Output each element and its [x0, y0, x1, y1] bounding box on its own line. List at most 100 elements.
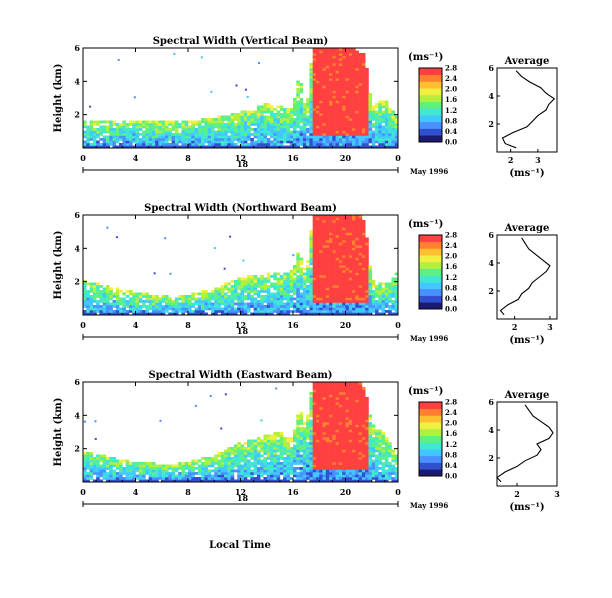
heatmap-cell	[302, 452, 307, 455]
heatmap-cell	[155, 474, 159, 478]
heatmap-cell	[263, 297, 268, 301]
heatmap-cell	[286, 444, 291, 448]
heatmap-cell	[358, 230, 363, 233]
heatmap-cell	[348, 128, 353, 131]
heatmap-cell	[325, 252, 330, 256]
heatmap-cell	[142, 300, 146, 303]
heatmap-cell	[105, 310, 110, 313]
heatmap-cell	[181, 300, 186, 303]
heatmap-cell	[178, 123, 182, 126]
heatmap-cell	[256, 449, 261, 453]
colorbar-swatch	[419, 255, 442, 263]
heatmap-cell	[322, 262, 327, 266]
heatmap-cell	[89, 143, 94, 146]
heatmap-cell	[355, 83, 359, 86]
heatmap-cell	[105, 477, 110, 480]
heatmap-cell	[188, 125, 192, 129]
heatmap-cell	[148, 120, 153, 124]
heatmap-cell	[286, 474, 291, 478]
heatmap-cell	[309, 235, 313, 238]
heatmap-cell	[309, 452, 313, 455]
heatmap-cell	[361, 402, 366, 405]
heatmap-cell	[112, 479, 117, 483]
heatmap-cell	[361, 95, 366, 99]
heatmap-cell	[365, 305, 369, 308]
heatmap-cell	[165, 479, 169, 483]
heatmap-cell	[227, 282, 231, 286]
heatmap-cell	[325, 394, 330, 398]
heatmap-cell	[329, 222, 333, 226]
heatmap-cell	[250, 285, 254, 288]
heatmap-cell	[256, 457, 261, 460]
heatmap-cell	[286, 292, 291, 296]
heatmap-cell	[96, 472, 100, 475]
heatmap-cell	[342, 235, 346, 238]
heatmap-cell	[352, 105, 356, 109]
heatmap-cell	[105, 140, 110, 144]
heatmap-cell	[92, 305, 97, 308]
heatmap-cell	[329, 255, 333, 258]
heatmap-cell	[335, 472, 340, 475]
heatmap-cell	[125, 135, 130, 139]
heatmap-cell	[184, 307, 189, 311]
heatmap-cell	[306, 135, 310, 139]
heatmap-cell	[342, 432, 346, 435]
heatmap-cell	[289, 477, 294, 480]
heatmap-cell	[365, 103, 369, 106]
heatmap-cell	[348, 307, 353, 311]
heatmap-cell	[342, 434, 346, 438]
heatmap-cell	[332, 384, 336, 388]
heatmap-cell	[348, 227, 353, 231]
heatmap-cell	[296, 105, 300, 109]
heatmap-cell	[273, 439, 277, 443]
heatmap-cell	[204, 135, 208, 139]
heatmap-cell	[388, 135, 392, 139]
heatmap-cell	[319, 115, 323, 119]
heatmap-cell	[312, 305, 317, 308]
heatmap-cells	[83, 215, 399, 316]
heatmap-cell	[279, 479, 284, 483]
heatmap-cell	[375, 113, 379, 116]
heatmap-cell	[302, 447, 307, 450]
heatmap-cell	[361, 292, 366, 296]
heatmap-cell	[220, 295, 225, 298]
heatmap-cell	[270, 462, 274, 465]
heatmap-cell	[214, 300, 218, 303]
heatmap-cell	[161, 123, 166, 126]
heatmap-cell	[105, 467, 110, 470]
heatmap-cell	[250, 115, 254, 119]
heatmap-cell	[388, 108, 392, 111]
heatmap-cell	[358, 63, 363, 66]
heatmap-cell	[322, 399, 327, 403]
heatmap-cell	[355, 133, 359, 136]
heatmap-cell	[361, 68, 366, 71]
heatmap-cell	[256, 138, 261, 141]
heatmap-cell	[355, 457, 359, 460]
heatmap-cell	[329, 252, 333, 256]
heatmap-cell	[361, 397, 366, 400]
heatmap-cell	[319, 392, 323, 395]
heatmap-cell	[361, 138, 366, 141]
heatmap-cell	[306, 459, 310, 463]
heatmap-cell	[279, 128, 284, 131]
heatmap-cell	[315, 232, 320, 236]
heatmap-cell	[188, 130, 192, 134]
heatmap-cell	[168, 138, 172, 141]
heatmap-cell	[148, 305, 153, 308]
heatmap-cell	[148, 145, 153, 149]
heatmap-cell	[348, 297, 353, 301]
heatmap-cell	[335, 412, 340, 415]
heatmap-cell	[217, 135, 222, 139]
heatmap-cell	[352, 130, 356, 134]
heatmap-cell	[358, 85, 363, 89]
heatmap-cell	[322, 464, 327, 468]
heatmap-cell	[210, 120, 215, 124]
heatmap-cell	[378, 113, 382, 116]
heatmap-cell	[312, 464, 317, 468]
heatmap-cell	[358, 412, 363, 415]
heatmap-cell	[283, 108, 287, 111]
heatmap-cell	[358, 402, 363, 405]
heatmap-cell	[358, 417, 363, 420]
heatmap-cell	[312, 252, 317, 256]
heatmap-cell	[237, 469, 241, 473]
